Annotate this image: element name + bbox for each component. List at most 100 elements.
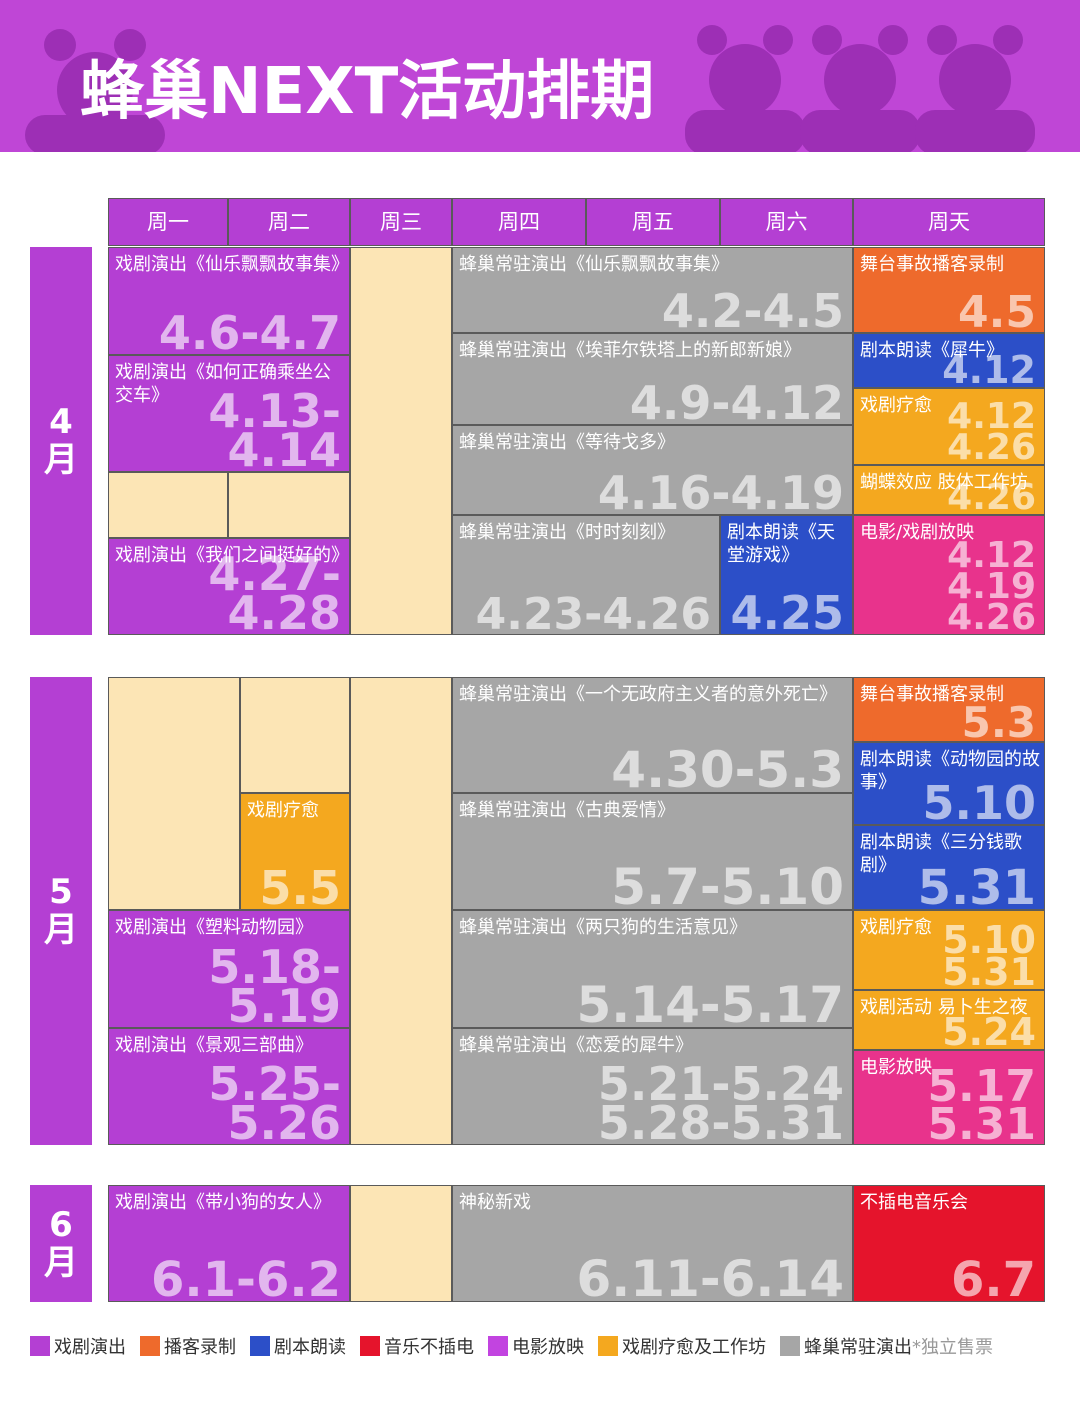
event-title: 剧本朗读《三分钱歌剧》 (860, 832, 1022, 876)
event-cell: 戏剧演出《仙乐飘飘故事集》 4.6-4.7 (108, 247, 350, 355)
weekday: 周六 (720, 198, 853, 246)
event-dates: 4.12 (942, 348, 1036, 388)
event-title: 蜂巢常驻演出《仙乐飘飘故事集》 (459, 254, 729, 275)
empty-cell (228, 472, 350, 538)
event-title: 戏剧演出《塑料动物园》 (115, 917, 313, 938)
event-title: 剧本朗读《动物园的故事》 (860, 749, 1040, 793)
event-title: 戏剧演出《我们之间挺好的》 (115, 545, 349, 566)
event-title: 不插电音乐会 (860, 1192, 968, 1213)
event-dates: 4.23-4.26 (475, 589, 711, 635)
event-dates: 5.5 (260, 866, 342, 909)
legend-label: 蜂巢常驻演出 (804, 1337, 912, 1358)
event-date: 6.7 (950, 1251, 1036, 1302)
event-cell: 蜂巢常驻演出《恋爱的犀牛》 5.21-5.24 5.28-5.31 (452, 1028, 853, 1145)
legend-label: 播客录制 (164, 1337, 236, 1358)
event-dates: 5.18-5.19 (109, 944, 341, 1027)
weekday: 周天 (853, 198, 1045, 246)
legend-item: 戏剧疗愈及工作坊 (598, 1333, 766, 1359)
legend-label: 电影放映 (512, 1337, 584, 1358)
event-dates: 5.25-5.26 (109, 1056, 341, 1145)
event-dates: 5.10 5.31 (942, 917, 1036, 990)
event-date: 5.21-5.24 (597, 1056, 844, 1111)
weekday: 周五 (586, 198, 720, 246)
empty-cell (350, 1185, 452, 1302)
event-date: 5.25-5.26 (208, 1056, 341, 1145)
event-dates: 5.21-5.24 5.28-5.31 (597, 1056, 844, 1145)
event-date: 5.24 (942, 1010, 1036, 1050)
empty-cell (350, 677, 452, 1145)
legend-swatch (140, 1336, 160, 1356)
event-dates: 4.2-4.5 (662, 289, 844, 332)
event-date: 5.10 (942, 917, 1036, 962)
empty-cell (350, 247, 452, 635)
event-dates: 4.16-4.19 (598, 471, 844, 514)
title: 蜂巢NEXT活动排期 (80, 55, 654, 129)
legend-label: 音乐不插电 (384, 1337, 474, 1358)
legend-item: 播客录制 (140, 1333, 236, 1359)
event-title: 蜂巢常驻演出《古典爱情》 (459, 800, 675, 821)
header-banner: 蜂巢NEXT活动排期 (0, 0, 1080, 152)
event-cell: 戏剧演出《带小狗的女人》 6.1-6.2 (108, 1185, 350, 1302)
event-date: 4.6-4.7 (158, 306, 341, 355)
event-dates: 6.1-6.2 (151, 1251, 341, 1302)
event-title: 戏剧疗愈 (860, 917, 932, 938)
event-title: 戏剧活动 易卜生之夜 (860, 997, 1028, 1018)
event-date: 4.5 (958, 287, 1036, 333)
legend-note: *独立售票 (912, 1337, 993, 1358)
event-date: 5.17 (927, 1061, 1036, 1113)
event-cell: 戏剧疗愈 5.5 (240, 793, 350, 910)
month-label: 4月 (30, 247, 92, 635)
event-dates: 4.13-4.14 (109, 383, 341, 472)
event-date: 4.13-4.14 (208, 383, 341, 472)
legend-item: 电影放映 (488, 1333, 584, 1359)
event-cell: 剧本朗读《天堂游戏》 4.25 (720, 515, 853, 635)
event-date: 5.31 (917, 859, 1036, 910)
event-dates: 4.27-4.28 (109, 546, 341, 635)
event-date: 5.10 (922, 776, 1037, 825)
event-title: 戏剧演出《如何正确乘坐公交车》 (115, 362, 331, 406)
event-cell: 戏剧疗愈 5.10 5.31 (853, 910, 1045, 990)
event-title: 蝴蝶效应 肢体工作坊 (860, 472, 1028, 493)
event-title: 戏剧疗愈 (247, 800, 319, 821)
legend-label: 剧本朗读 (274, 1337, 346, 1358)
event-cell: 蜂巢常驻演出《古典爱情》 5.7-5.10 (452, 793, 853, 910)
legend-item: 剧本朗读 (250, 1333, 346, 1359)
event-dates: 5.10 (922, 776, 1037, 825)
event-title: 剧本朗读《犀牛》 (860, 340, 1004, 361)
event-title: 戏剧演出《仙乐飘飘故事集》 (115, 254, 349, 275)
event-date: 4.12 (947, 396, 1036, 438)
event-cell: 蜂巢常驻演出《一个无政府主义者的意外死亡》 4.30-5.3 (452, 677, 853, 793)
event-cell: 戏剧疗愈 4.12 4.26 (853, 388, 1045, 465)
empty-cell (108, 472, 228, 538)
event-dates: 4.12 4.26 (947, 396, 1036, 464)
event-cell: 蝴蝶效应 肢体工作坊 4.26 (853, 465, 1045, 515)
legend-swatch (488, 1336, 508, 1356)
event-cell: 蜂巢常驻演出《两只狗的生活意见》 5.14-5.17 (452, 910, 853, 1028)
event-date: 4.23-4.26 (475, 589, 711, 635)
event-title: 蜂巢常驻演出《时时刻刻》 (459, 522, 675, 543)
event-date: 6.1-6.2 (151, 1251, 341, 1302)
event-title: 蜂巢常驻演出《一个无政府主义者的意外死亡》 (459, 684, 837, 705)
weekday: 周一 (108, 198, 228, 246)
event-date: 4.9-4.12 (629, 376, 844, 425)
month-label: 6月 (30, 1185, 92, 1302)
event-cell: 蜂巢常驻演出《时时刻刻》 4.23-4.26 (452, 515, 720, 635)
event-title: 蜂巢常驻演出《等待戈多》 (459, 432, 675, 453)
event-date: 5.31 (942, 950, 1036, 990)
event-cell: 电影/戏剧放映 4.12 4.19 4.26 (853, 515, 1045, 635)
event-title: 剧本朗读《天堂游戏》 (727, 522, 835, 566)
legend-label: 戏剧演出 (54, 1337, 126, 1358)
event-date: 4.19 (947, 566, 1036, 608)
event-cell: 舞台事故播客录制 4.5 (853, 247, 1045, 333)
event-date: 4.27-4.28 (208, 546, 341, 635)
event-title: 舞台事故播客录制 (860, 684, 1004, 705)
event-date: 4.12 (942, 348, 1036, 388)
event-date: 5.28-5.31 (597, 1096, 844, 1145)
event-dates: 5.14-5.17 (577, 980, 844, 1027)
legend-swatch (780, 1336, 800, 1356)
event-dates: 5.31 (917, 859, 1036, 910)
weekday: 周四 (452, 198, 586, 246)
legend-swatch (360, 1336, 380, 1356)
event-title: 电影/戏剧放映 (860, 522, 975, 543)
